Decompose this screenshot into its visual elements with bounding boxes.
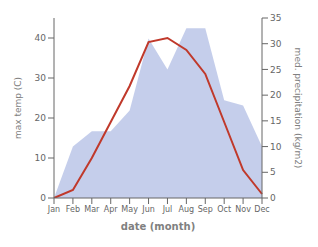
svg-text:Feb: Feb [66, 205, 80, 214]
svg-text:30: 30 [270, 39, 282, 49]
svg-text:May: May [121, 205, 138, 214]
svg-text:40: 40 [35, 33, 47, 43]
svg-text:Nov: Nov [235, 205, 251, 214]
svg-text:20: 20 [270, 90, 282, 100]
svg-text:20: 20 [35, 113, 47, 123]
svg-text:30: 30 [35, 73, 47, 83]
svg-text:med. precipitation (kg/m2): med. precipitation (kg/m2) [293, 48, 303, 169]
svg-text:Aug: Aug [179, 205, 195, 214]
svg-text:25: 25 [270, 65, 281, 75]
svg-text:Oct: Oct [217, 205, 231, 214]
svg-text:10: 10 [35, 153, 47, 163]
svg-text:Jul: Jul [162, 205, 173, 214]
svg-text:0: 0 [270, 193, 276, 203]
svg-text:max temp (C): max temp (C) [13, 77, 23, 139]
svg-text:Jun: Jun [141, 205, 155, 214]
svg-text:15: 15 [270, 116, 281, 126]
svg-text:5: 5 [270, 167, 276, 177]
svg-text:0: 0 [40, 193, 46, 203]
svg-text:Dec: Dec [254, 205, 269, 214]
svg-text:35: 35 [270, 13, 281, 23]
svg-text:date (month): date (month) [121, 221, 195, 232]
svg-text:10: 10 [270, 142, 282, 152]
svg-text:Jan: Jan [47, 205, 60, 214]
svg-text:Apr: Apr [104, 205, 119, 214]
svg-text:Mar: Mar [84, 205, 100, 214]
svg-text:Sep: Sep [198, 205, 213, 214]
